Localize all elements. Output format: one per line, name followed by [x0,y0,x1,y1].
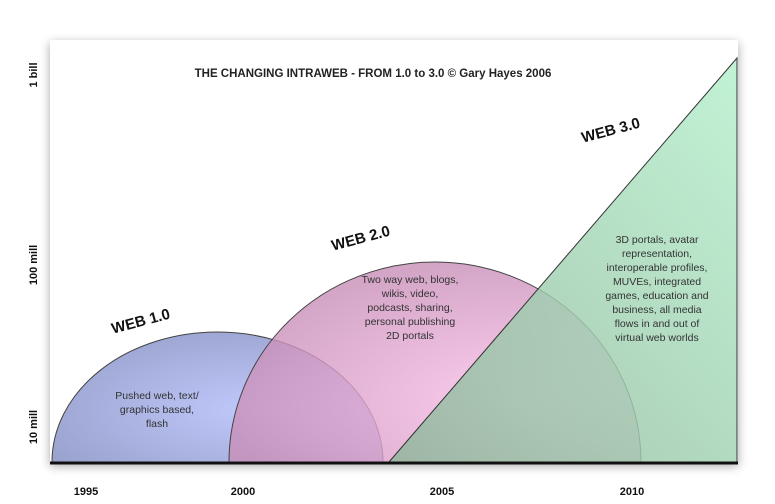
web3-desc-line: representation, [622,248,692,260]
y-label-1-bill: 1 bill [28,62,40,87]
web3-desc-line: interoperable profiles, [607,262,708,274]
web2-desc-line: wikis, video, [381,288,439,300]
x-axis-labels: 1995 2000 2005 2010 [74,486,644,498]
web1-description: Pushed web, text/ graphics based, flash [115,390,199,430]
web3-desc-line: 3D portals, avatar [616,234,699,246]
web3-desc-line: virtual web worlds [615,332,698,344]
y-label-100-mill: 100 mill [28,245,40,285]
web3-desc-line: flows in and out of [615,318,700,330]
web2-desc-line: podcasts, sharing, [367,302,452,314]
web2-desc-line: Two way web, blogs, [362,274,459,286]
y-axis-labels: 10 mill 100 mill 1 bill [28,62,40,444]
web1-desc-line: Pushed web, text/ [115,390,199,402]
web3-description: 3D portals, avatar representation, inter… [605,234,708,344]
x-label-2010: 2010 [620,486,644,498]
y-label-10-mill: 10 mill [28,410,40,444]
web1-desc-line: flash [146,418,168,430]
web3-desc-line: MUVEs, integrated [613,276,701,288]
x-label-1995: 1995 [74,486,98,498]
web2-description: Two way web, blogs, wikis, video, podcas… [362,274,459,342]
web1-desc-line: graphics based, [120,404,194,416]
web3-desc-line: business, all media [612,304,701,316]
web3-desc-line: games, education and [605,290,708,302]
x-label-2000: 2000 [231,486,255,498]
web2-desc-line: personal publishing [365,316,456,328]
web2-desc-line: 2D portals [386,330,434,342]
x-label-2005: 2005 [430,486,454,498]
diagram-title: THE CHANGING INTRAWEB - FROM 1.0 to 3.0 … [195,68,552,80]
